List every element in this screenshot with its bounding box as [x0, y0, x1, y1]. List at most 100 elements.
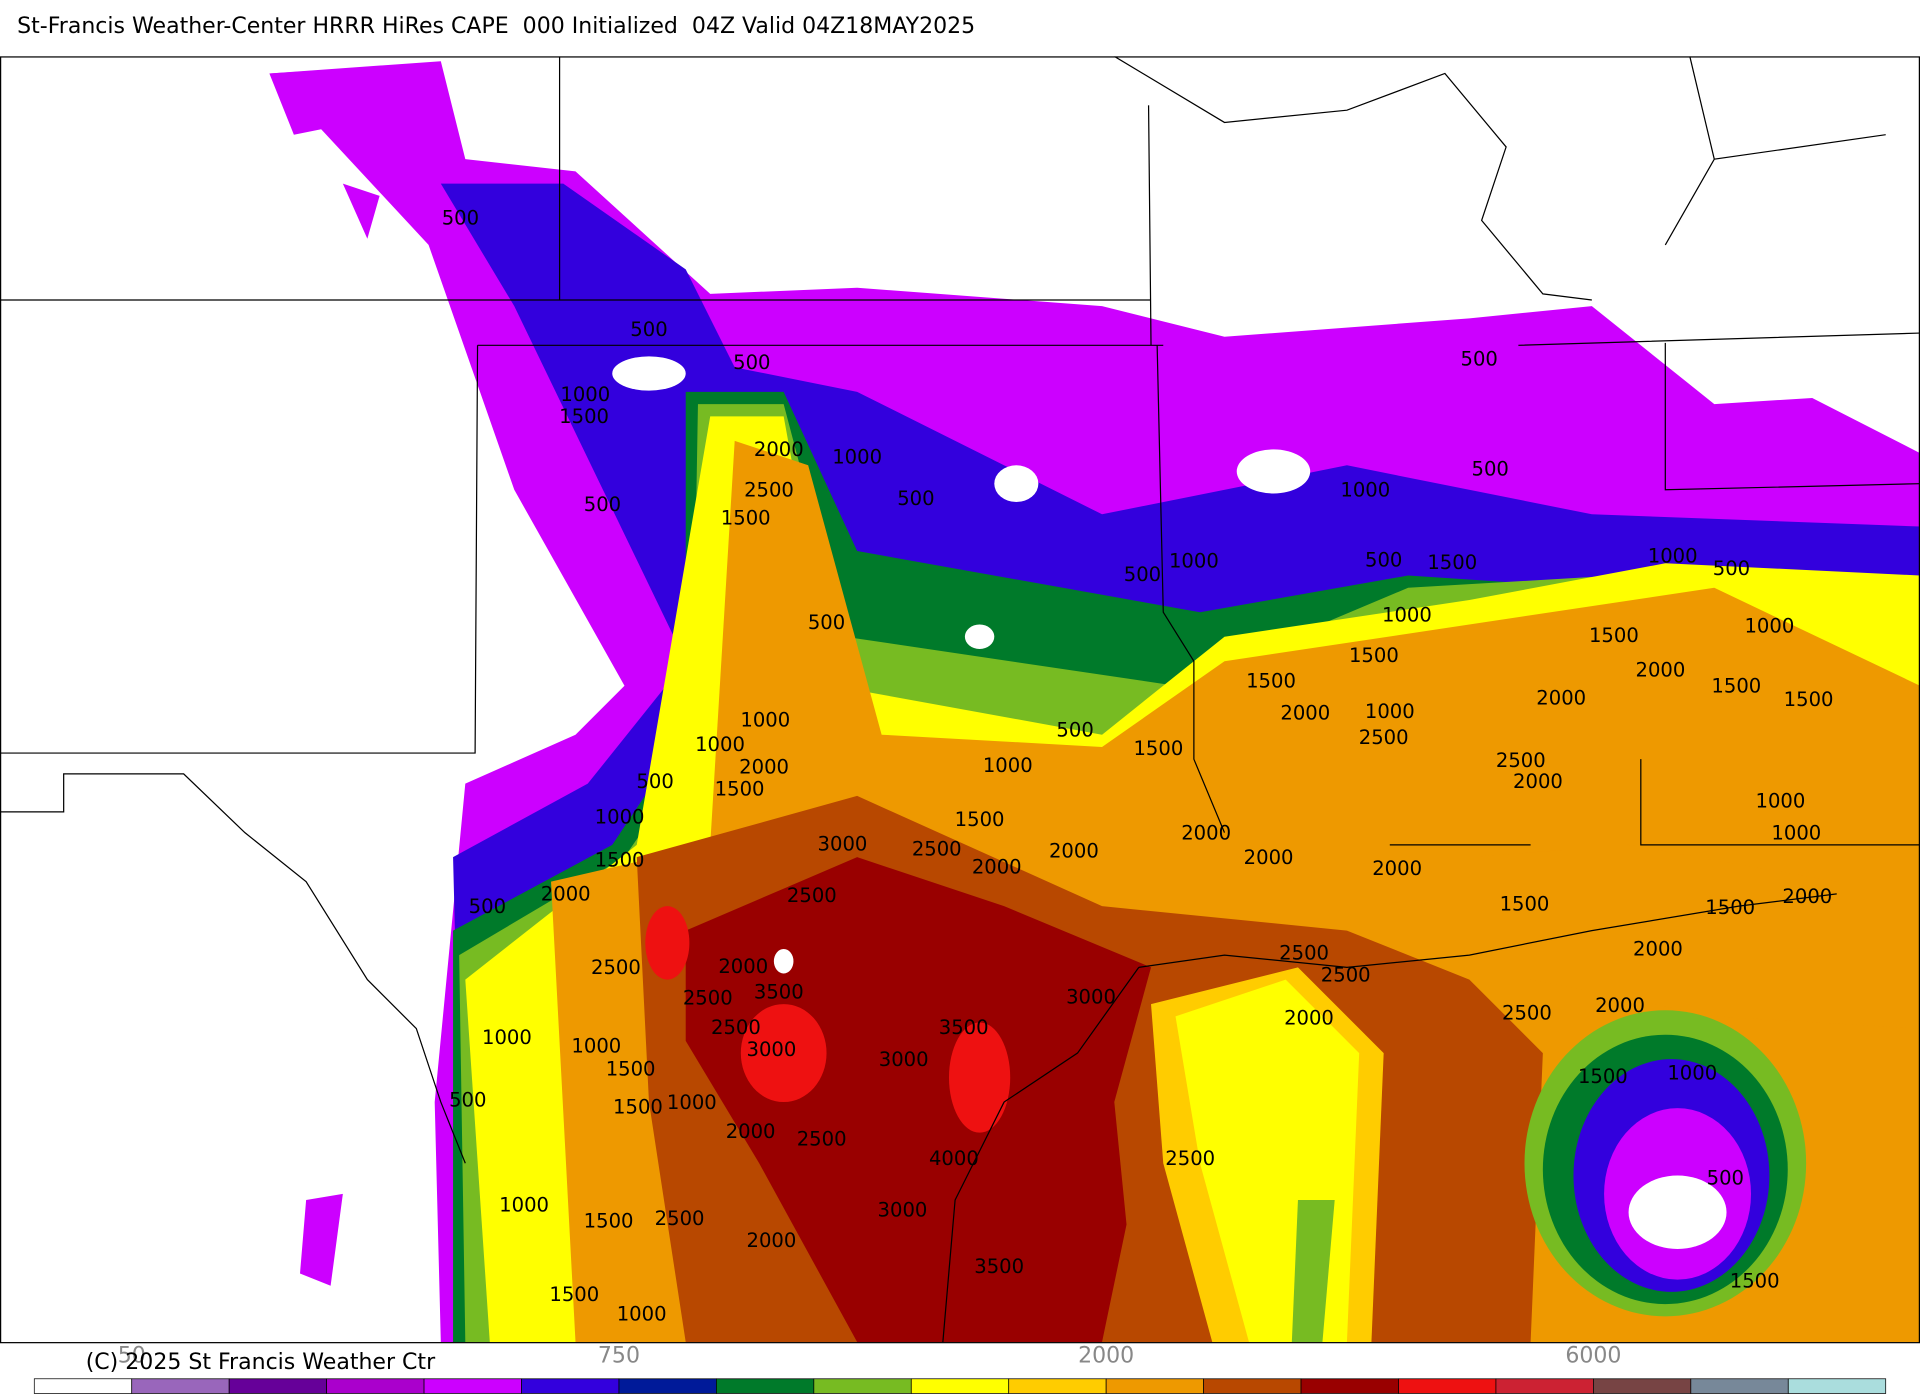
contour-label: 2500: [683, 987, 733, 1010]
contour-label: 2500: [1502, 1001, 1552, 1024]
contour-label: 1000: [617, 1303, 667, 1326]
contour-label: 1000: [1771, 821, 1821, 844]
contour-label: 1500: [1730, 1270, 1780, 1293]
colorbar-swatch: [1690, 1378, 1789, 1394]
contour-label: 1000: [1169, 550, 1219, 573]
contour-label: 1000: [595, 805, 645, 828]
colorbar-swatch: [813, 1378, 912, 1394]
contour-label: 3000: [747, 1038, 797, 1061]
map-frame: [0, 56, 1920, 1344]
contour-label: 1000: [667, 1091, 717, 1114]
contour-label: 1000: [983, 754, 1033, 777]
contour-label: 1500: [721, 507, 771, 530]
contour-label: 1500: [1784, 688, 1834, 711]
colorbar-swatch: [33, 1378, 133, 1394]
colorbar-swatch: [1203, 1378, 1302, 1394]
contour-label: 2000: [1049, 840, 1099, 863]
contour-label: 1000: [1667, 1061, 1717, 1084]
colorbar-swatch: [521, 1378, 620, 1394]
contour-label: 1000: [695, 733, 745, 756]
contour-label: 3500: [974, 1255, 1024, 1278]
contour-label: 500: [1472, 458, 1509, 481]
contour-label: 1000: [560, 383, 610, 406]
contour-label: 2500: [655, 1207, 705, 1230]
contour-label: 2000: [1513, 770, 1563, 793]
contour-label: 500: [733, 351, 770, 374]
contour-label: 2000: [1633, 938, 1683, 961]
contour-label: 1500: [606, 1058, 656, 1081]
contour-label: 500: [584, 493, 621, 516]
contour-label: 2000: [541, 883, 591, 906]
contour-label: 3000: [878, 1199, 928, 1222]
contour-label: 1000: [1744, 614, 1794, 637]
contour-label: 2000: [747, 1229, 797, 1252]
contour-label: 1500: [1589, 624, 1639, 647]
colorbar-swatch: [1398, 1378, 1497, 1394]
contour-label: 3000: [818, 832, 868, 855]
contour-label: 1500: [549, 1283, 599, 1306]
colorbar-label: 50: [118, 1344, 146, 1369]
contour-label: 1000: [1755, 790, 1805, 813]
contour-label: 2000: [1280, 701, 1330, 724]
copyright: (C) 2025 St Francis Weather Ctr: [86, 1350, 436, 1375]
colorbar-swatch: [1495, 1378, 1594, 1394]
contour-label: 2500: [591, 956, 641, 979]
colorbar-label: 750: [598, 1344, 640, 1369]
title: St-Francis Weather-Center HRRR HiRes CAP…: [17, 14, 975, 39]
contour-label: 500: [1365, 548, 1402, 571]
contour-label: 500: [636, 770, 673, 793]
contour-label: 500: [1124, 563, 1161, 586]
colorbar: 50 750 2000 6000: [33, 1344, 1887, 1394]
contour-label: 1000: [740, 709, 790, 732]
colorbar-swatch: [618, 1378, 717, 1394]
contour-label: 500: [630, 318, 667, 341]
colorbar-swatch: [1593, 1378, 1692, 1394]
contour-label: 3500: [754, 981, 804, 1004]
contour-label: 2500: [1165, 1147, 1215, 1170]
contour-label: 500: [808, 611, 845, 634]
contour-label: 500: [469, 895, 506, 918]
colorbar-swatch: [910, 1378, 1010, 1394]
contour-label: 2000: [1284, 1006, 1334, 1029]
contour-label: 2000: [1536, 687, 1586, 710]
colorbar-swatch: [1787, 1378, 1887, 1394]
contour-label: 2000: [754, 438, 804, 461]
contour-label: 1500: [1349, 644, 1399, 667]
contour-label: 1500: [955, 808, 1005, 831]
contour-label: 2500: [1359, 726, 1409, 749]
contour-label: 2500: [787, 884, 837, 907]
contour-label: 2000: [1181, 821, 1231, 844]
contour-label: 500: [1460, 348, 1497, 371]
contour-label: 2000: [726, 1120, 776, 1143]
contour-label: 1500: [584, 1210, 634, 1233]
contour-label: 2500: [744, 479, 794, 502]
contour-label: 500: [1056, 719, 1093, 742]
contour-label: 2000: [1244, 846, 1294, 869]
contour-label: 2500: [912, 837, 962, 860]
contour-label: 2000: [1372, 857, 1422, 880]
contour-label: 1500: [1705, 896, 1755, 919]
contour-label: 2500: [797, 1128, 847, 1151]
contour-label: 1000: [1365, 700, 1415, 723]
contour-label: 1500: [1133, 737, 1183, 760]
contour-label: 1500: [595, 848, 645, 871]
contour-label: 1500: [1427, 551, 1477, 574]
contour-label: 500: [449, 1088, 486, 1111]
contour-label: 500: [1707, 1167, 1744, 1190]
colorbar-swatch: [716, 1378, 815, 1394]
contour-label: 2000: [739, 755, 789, 778]
colorbar-swatch: [1300, 1378, 1399, 1394]
contour-label: 4000: [929, 1147, 979, 1170]
contour-label: 1500: [613, 1096, 663, 1119]
contour-label: 2000: [1782, 885, 1832, 908]
contour-label: 2000: [1635, 659, 1685, 682]
colorbar-label: 6000: [1565, 1344, 1621, 1369]
contour-label: 1000: [1340, 479, 1390, 502]
contour-label: 1000: [1648, 545, 1698, 568]
contour-label: 2000: [718, 955, 768, 978]
contour-label: 1500: [1500, 892, 1550, 915]
contour-label: 1000: [1382, 603, 1432, 626]
contour-label: 3500: [939, 1016, 989, 1039]
contour-label: 3000: [879, 1048, 929, 1071]
